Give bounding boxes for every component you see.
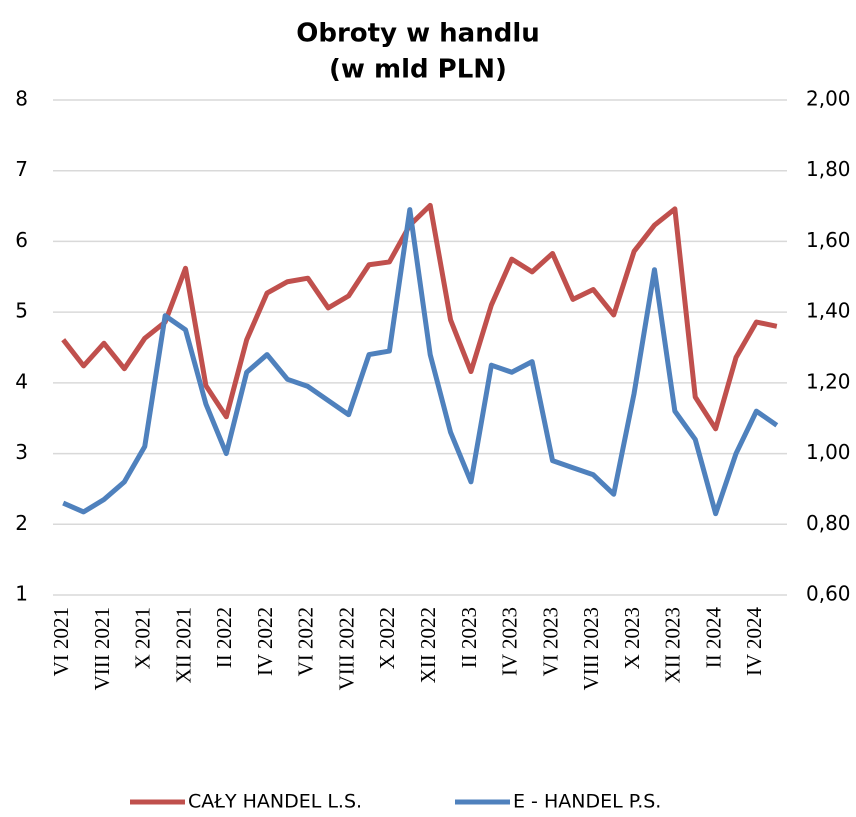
x-tick-label: VI 2023 [538, 607, 562, 676]
y2-tick-label: 2,00 [806, 87, 851, 111]
series-line [61, 202, 778, 432]
legend-label: E - HANDEL P.S. [513, 791, 661, 813]
x-tick-label: IV 2023 [498, 607, 522, 676]
y-tick-label: 4 [15, 369, 28, 393]
x-tick-label: II 2022 [212, 607, 236, 668]
x-tick-label: XII 2022 [416, 607, 440, 683]
chart-subtitle: (w mld PLN) [329, 55, 507, 85]
x-tick-label: XII 2023 [661, 607, 685, 683]
series-line [62, 207, 779, 517]
y-tick-label: 6 [15, 228, 28, 252]
y2-tick-label: 1,00 [806, 440, 851, 464]
y-tick-label: 3 [15, 440, 28, 464]
y-tick-label: 1 [15, 582, 28, 606]
y-tick-label: 7 [15, 157, 28, 181]
legend-label: CAŁY HANDEL L.S. [188, 791, 362, 813]
y-tick-label: 8 [15, 87, 28, 111]
y2-tick-label: 0,80 [806, 511, 851, 535]
chart-title: Obroty w handlu [296, 19, 540, 49]
x-tick-label: II 2024 [701, 607, 725, 669]
y2-tick-label: 0,60 [806, 582, 851, 606]
x-tick-label: VIII 2023 [579, 607, 603, 690]
x-tick-label: VIII 2022 [334, 607, 358, 690]
y-tick-label: 2 [15, 511, 28, 535]
x-tick-label: VI 2022 [294, 607, 318, 676]
y2-tick-label: 1,40 [806, 299, 851, 323]
x-tick-label: XII 2021 [171, 607, 195, 683]
y2-tick-label: 1,20 [806, 369, 851, 393]
x-tick-label: IV 2024 [742, 607, 766, 677]
x-tick-label: IV 2022 [253, 607, 277, 676]
x-tick-label: VI 2021 [49, 607, 73, 676]
x-tick-label: II 2023 [457, 607, 481, 668]
y2-tick-label: 1,60 [806, 228, 851, 252]
x-tick-label: X 2023 [620, 607, 644, 669]
x-tick-label: VIII 2021 [90, 607, 114, 690]
x-tick-label: X 2022 [375, 607, 399, 669]
y-tick-label: 5 [15, 299, 28, 323]
x-tick-label: X 2021 [131, 607, 155, 669]
y2-tick-label: 1,80 [806, 157, 851, 181]
